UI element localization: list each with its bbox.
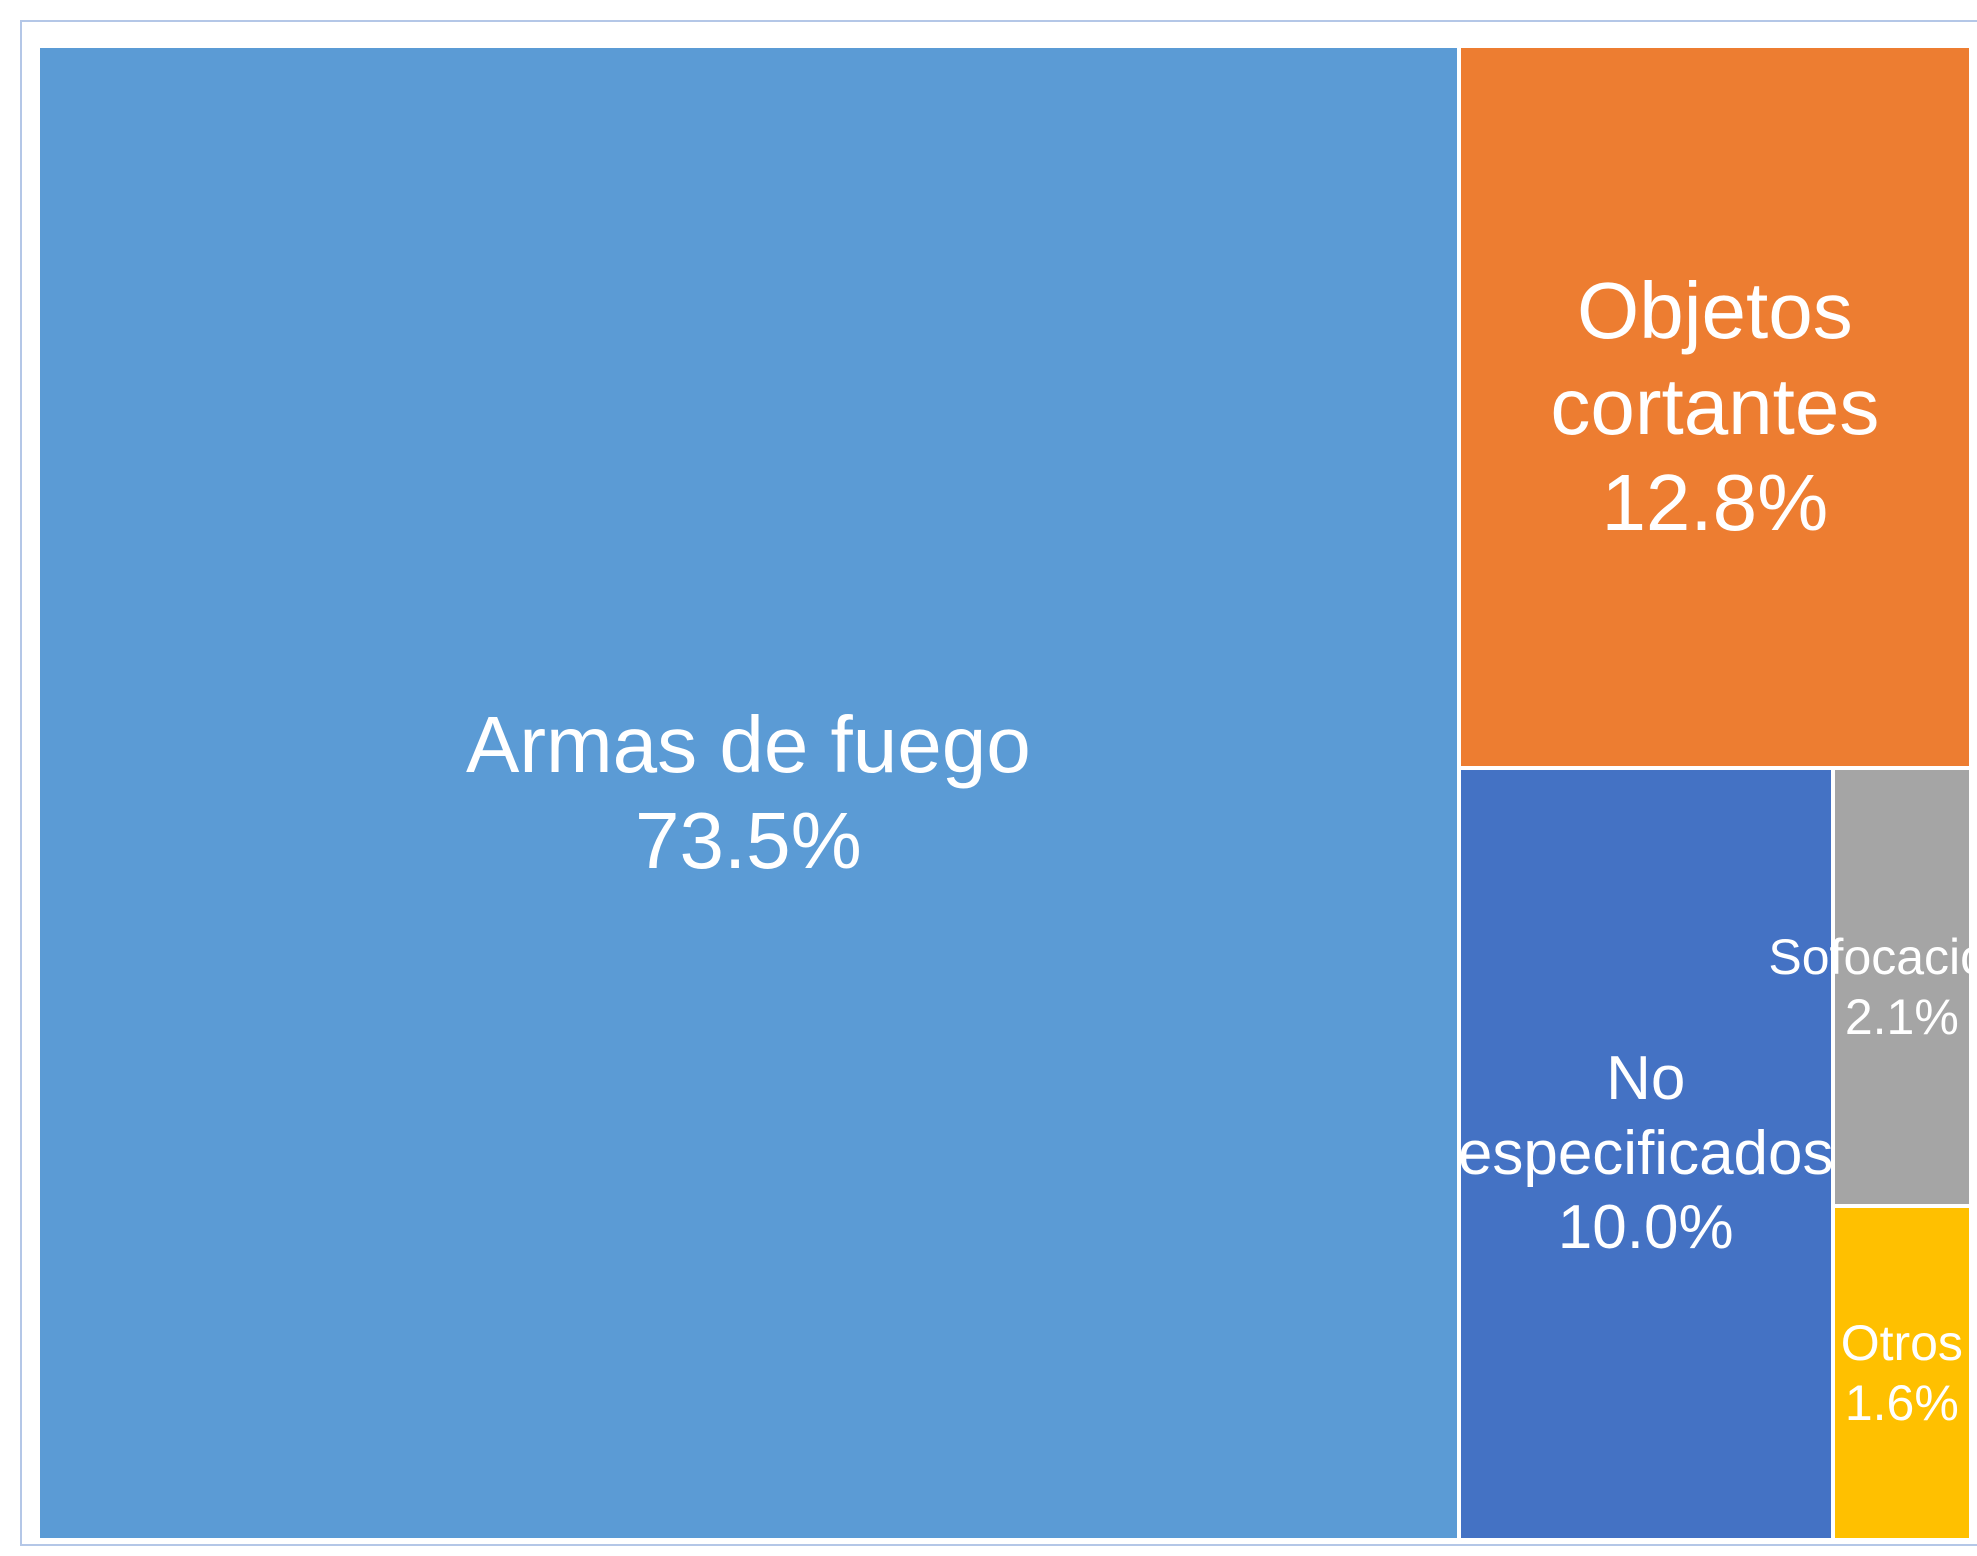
treemap-cell: Armas de fuego 73.5% bbox=[38, 46, 1459, 1540]
cell-label: Sofocación*2.1% bbox=[1768, 770, 1977, 1204]
treemap-cell: Otros 1.6% bbox=[1832, 1206, 1971, 1540]
category-name: Armas de fuego bbox=[465, 700, 1031, 789]
category-name: Otros bbox=[1840, 1314, 1963, 1371]
cell-label: Armas de fuego 73.5% bbox=[40, 48, 1457, 1538]
category-name: Objetos cortantes bbox=[1550, 265, 1880, 451]
value-label: 1.6% bbox=[1844, 1374, 1959, 1431]
treemap-cell: Objetos cortantes 12.8% bbox=[1458, 46, 1971, 768]
treemap-cell: No especificados 10.0% bbox=[1457, 767, 1834, 1540]
category-name: Sofocación* bbox=[1768, 928, 1977, 985]
treemap-cell: Sofocación*2.1% bbox=[1768, 767, 1977, 1206]
cell-label: Objetos cortantes 12.8% bbox=[1461, 48, 1969, 766]
value-label: 10.0% bbox=[1557, 1193, 1734, 1262]
value-label: 2.1% bbox=[1844, 988, 1959, 1045]
cell-label: No especificados 10.0% bbox=[1457, 770, 1834, 1538]
treemap: Armas de fuego 73.5% Objetos cortantes 12.8… bbox=[38, 46, 1977, 1540]
category-name: No especificados bbox=[1457, 1044, 1834, 1188]
cell-label: Otros 1.6% bbox=[1835, 1208, 1969, 1538]
chart-frame bbox=[20, 20, 1977, 1546]
value-label: 12.8% bbox=[1601, 457, 1829, 547]
value-label: 73.5% bbox=[634, 796, 862, 885]
